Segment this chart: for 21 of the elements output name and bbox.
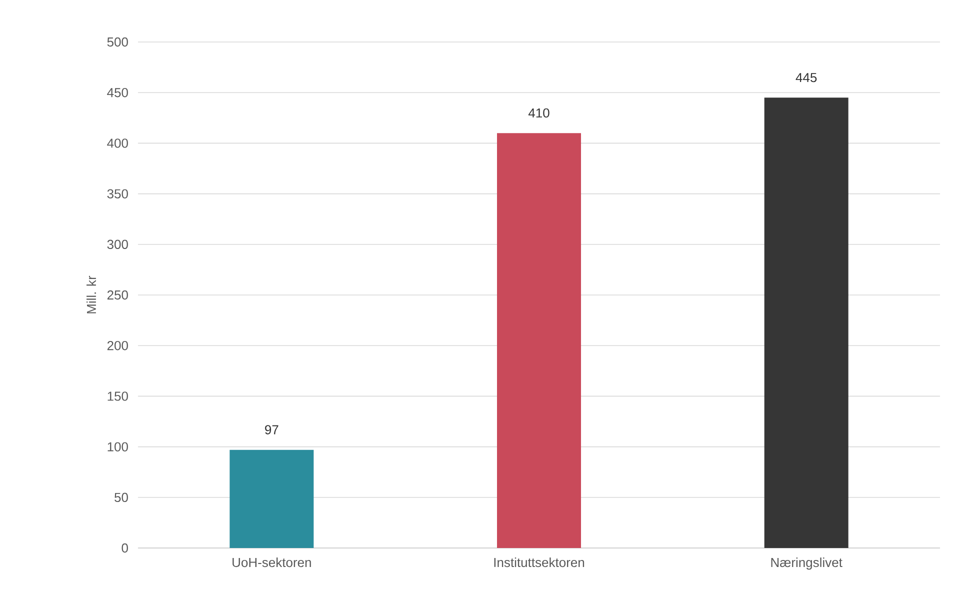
bar [764,98,848,548]
y-tick-label: 150 [108,392,128,401]
bar [497,133,582,548]
y-tick-label: 250 [107,290,128,300]
bar [230,450,314,548]
y-axis-title: Mill. kr [86,276,96,314]
y-tick-label: 500 [107,37,128,47]
x-tick-label: UoH-sektoren [232,558,311,568]
y-tick-label: 400 [107,138,128,148]
y-tick-label: 200 [107,340,128,350]
y-tick-label: 50 [114,492,128,502]
x-tick-label: Næringslivet [771,558,842,570]
data-label: 410 [528,108,550,118]
y-tick-label: 100 [108,442,128,452]
y-tick-label: 0 [122,543,128,553]
y-tick-label: 450 [107,88,128,98]
x-tick-label: Instituttsektoren [494,558,584,568]
y-tick-label: 300 [107,240,128,249]
data-label: 445 [796,73,817,82]
y-tick-label: 350 [107,189,128,198]
data-label: 97 [265,425,278,434]
